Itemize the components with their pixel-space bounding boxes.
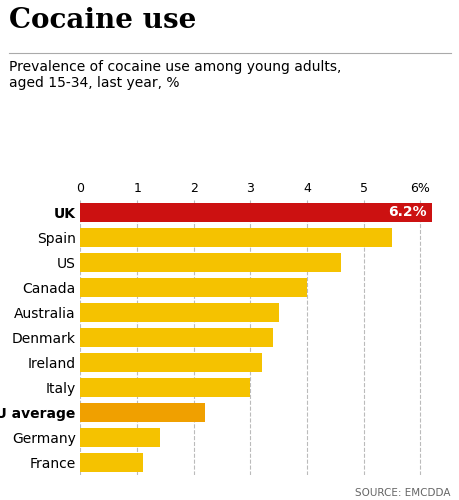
Bar bbox=[80, 353, 261, 372]
Bar bbox=[80, 253, 340, 272]
Text: Cocaine use: Cocaine use bbox=[9, 8, 196, 34]
Bar bbox=[80, 203, 431, 222]
Bar bbox=[80, 278, 306, 297]
Text: 6.2%: 6.2% bbox=[387, 206, 426, 220]
Text: Prevalence of cocaine use among young adults,
aged 15-34, last year, %: Prevalence of cocaine use among young ad… bbox=[9, 60, 341, 90]
Bar bbox=[80, 303, 278, 322]
Bar bbox=[80, 403, 205, 422]
Bar bbox=[80, 453, 142, 472]
Bar bbox=[80, 328, 272, 347]
Bar bbox=[80, 428, 159, 447]
Bar bbox=[80, 378, 250, 397]
Bar bbox=[80, 228, 391, 247]
Text: SOURCE: EMCDDA: SOURCE: EMCDDA bbox=[354, 488, 450, 498]
